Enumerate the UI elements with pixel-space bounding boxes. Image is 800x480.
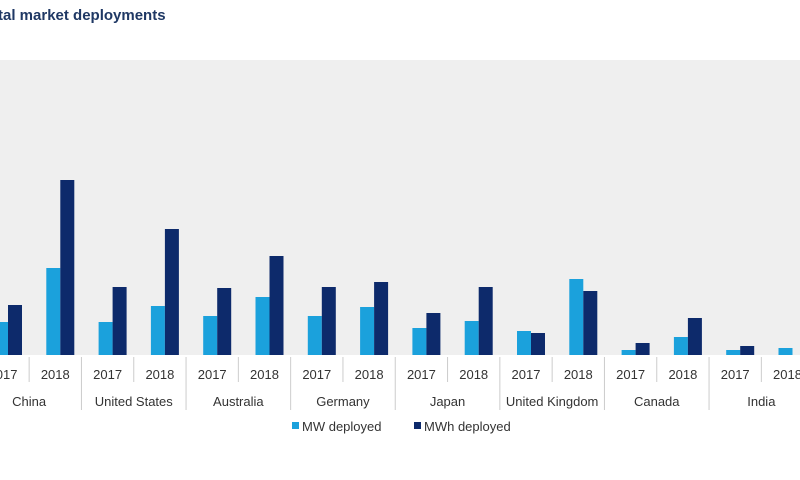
- legend-label: MW deployed: [302, 419, 381, 434]
- bar-mwh-deployed: [269, 256, 284, 355]
- bar-mw-deployed: [307, 316, 322, 355]
- bar-mw-deployed: [46, 268, 61, 355]
- bar-mw-deployed: [360, 307, 375, 355]
- year-tick-label: 2018: [773, 367, 800, 382]
- bar-mwh-deployed: [164, 229, 179, 355]
- bar-mwh-deployed: [60, 180, 75, 355]
- year-tick-label: 2017: [616, 367, 645, 382]
- year-tick-label: 2018: [564, 367, 593, 382]
- category-label: India: [747, 394, 776, 409]
- bar-mwh-deployed: [635, 343, 650, 355]
- bar-mw-deployed: [778, 348, 793, 355]
- category-label: China: [12, 394, 47, 409]
- bar-mwh-deployed: [687, 318, 702, 355]
- bar-mwh-deployed: [426, 313, 441, 355]
- legend-label: MWh deployed: [424, 419, 511, 434]
- category-label: Canada: [634, 394, 680, 409]
- bar-mwh-deployed: [8, 305, 22, 355]
- year-tick-label: 2017: [302, 367, 331, 382]
- category-label: Germany: [316, 394, 370, 409]
- bar-mw-deployed: [569, 279, 584, 355]
- year-tick-label: 2018: [41, 367, 70, 382]
- year-tick-label: 2017: [198, 367, 227, 382]
- year-tick-label: 2017: [0, 367, 17, 382]
- year-tick-label: 2018: [355, 367, 384, 382]
- legend-swatch: [292, 422, 299, 429]
- bar-mw-deployed: [98, 322, 113, 355]
- year-tick-label: 2017: [407, 367, 436, 382]
- bar-mwh-deployed: [217, 288, 232, 355]
- bar-mw-deployed: [517, 331, 531, 355]
- category-label: United Kingdom: [506, 394, 599, 409]
- bar-mwh-deployed: [478, 287, 493, 355]
- bar-mwh-deployed: [112, 287, 127, 355]
- year-tick-label: 2018: [250, 367, 279, 382]
- bar-mw-deployed: [150, 306, 165, 355]
- bar-mw-deployed: [621, 350, 636, 355]
- bar-mw-deployed: [203, 316, 218, 355]
- category-label: Australia: [213, 394, 264, 409]
- category-label: Japan: [430, 394, 465, 409]
- bar-mw-deployed: [0, 322, 8, 355]
- year-tick-label: 2018: [459, 367, 488, 382]
- legend-swatch: [414, 422, 421, 429]
- year-tick-label: 2017: [721, 367, 750, 382]
- year-tick-label: 2018: [668, 367, 697, 382]
- plot-area: [0, 60, 800, 355]
- bar-mw-deployed: [255, 297, 270, 355]
- bar-mw-deployed: [412, 328, 427, 355]
- bar-mw-deployed: [673, 337, 688, 355]
- bar-mwh-deployed: [531, 333, 545, 355]
- year-tick-label: 2017: [93, 367, 122, 382]
- bar-mw-deployed: [726, 350, 741, 355]
- bar-mwh-deployed: [740, 346, 755, 355]
- bar-mwh-deployed: [374, 282, 389, 355]
- bar-mwh-deployed: [583, 291, 598, 355]
- chart-title: tal market deployments: [0, 7, 166, 24]
- year-tick-label: 2018: [145, 367, 174, 382]
- bar-mw-deployed: [464, 321, 479, 355]
- year-tick-label: 2017: [512, 367, 541, 382]
- bar-mwh-deployed: [321, 287, 336, 355]
- category-label: United States: [95, 394, 174, 409]
